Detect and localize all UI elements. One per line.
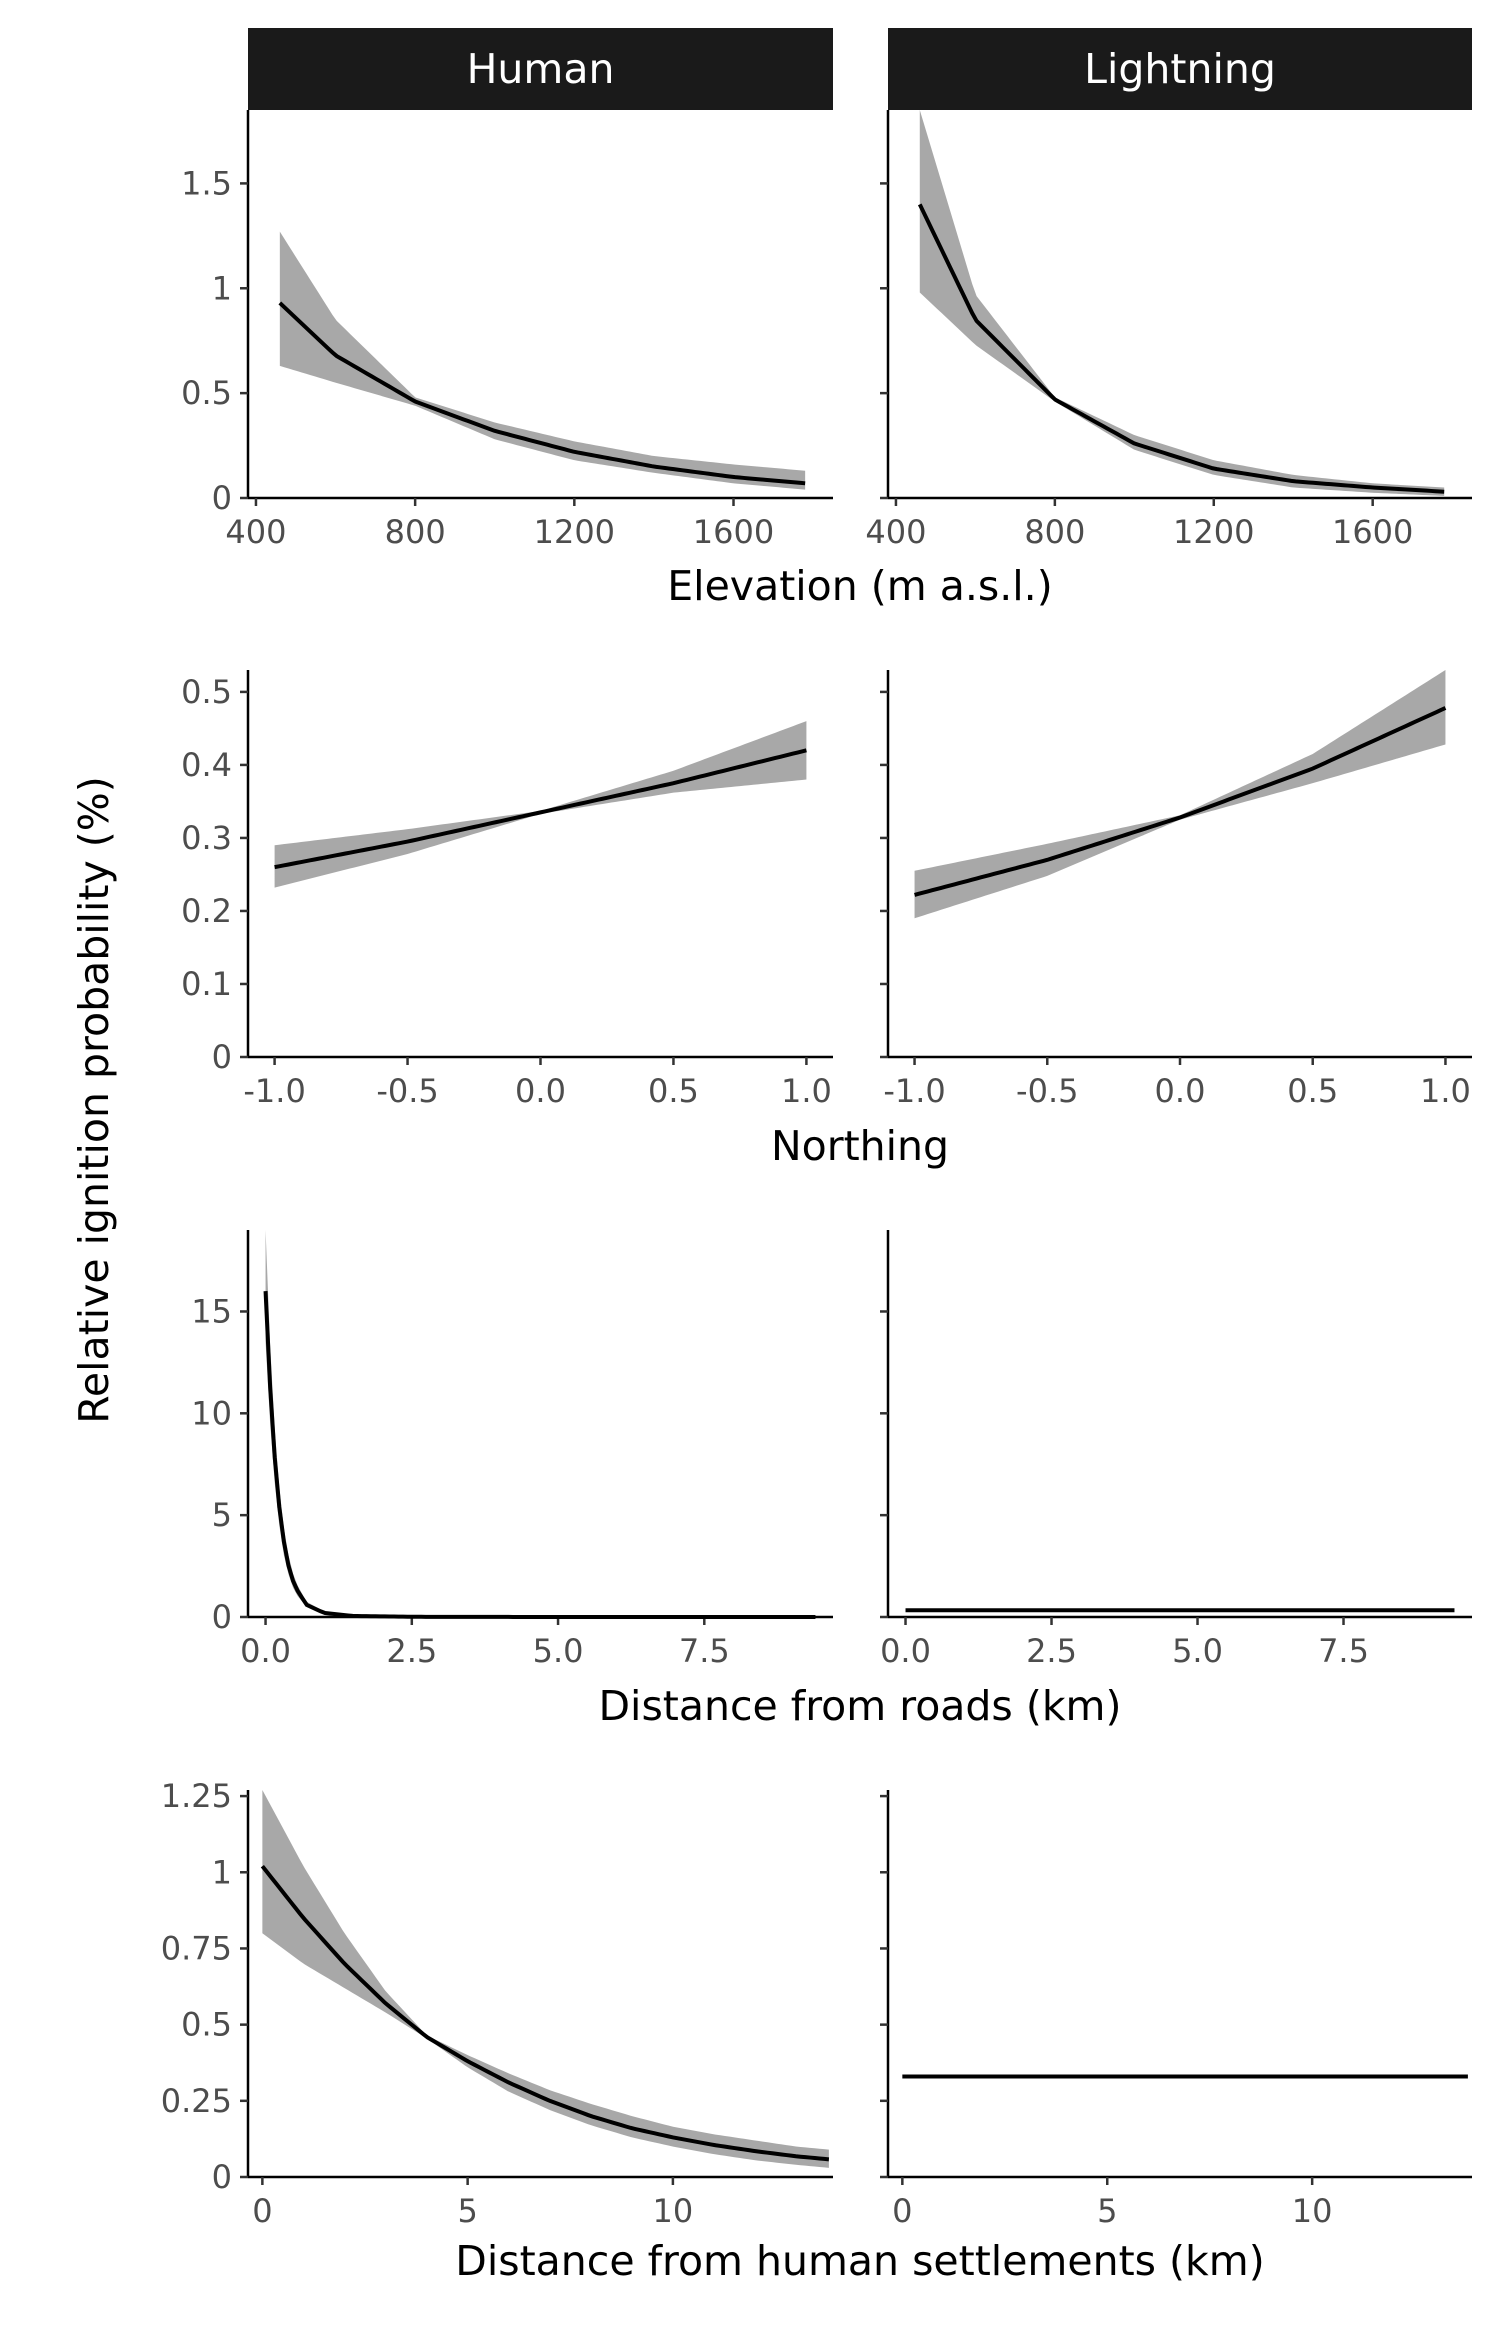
strip-human-bg [248, 28, 833, 110]
x-tick-label: 800 [1024, 513, 1085, 551]
x-tick-label: 5 [457, 2192, 477, 2230]
x-axis-title: Distance from roads (km) [598, 1682, 1121, 1730]
x-tick-label: 800 [385, 513, 446, 551]
x-tick-label: 5.0 [1172, 1632, 1223, 1670]
panel-1-human: 0 0.5 1 1.5 400 800 1200 1600 [181, 110, 833, 551]
x-tick-label: 1.0 [781, 1072, 832, 1110]
x-tick-label: -1.0 [883, 1072, 945, 1110]
confidence-band [262, 1790, 829, 2168]
y-tick-label: 5 [212, 1496, 232, 1534]
x-tick-label: 400 [225, 513, 286, 551]
y-tick-label: 1.25 [161, 1777, 232, 1815]
fitted-line [914, 706, 1447, 897]
y-tick-label: 0.4 [181, 746, 232, 784]
y-tick-label: 0.1 [181, 965, 232, 1003]
x-axis-title: Northing [771, 1122, 949, 1170]
y-axis-title: Relative ignition probability (%) [70, 776, 118, 1423]
confidence-band [914, 670, 1446, 919]
x-tick-label: 0 [252, 2192, 272, 2230]
fitted-line [263, 1291, 816, 1619]
panel-3-human: 0 5 10 15 0.0 2.5 5.0 7.5 [191, 1230, 833, 1670]
panel-row-1: 0 0.5 1 1.5 400 800 1200 1600 400 800 1200 1600 Elev… [181, 110, 1472, 610]
y-tick-label: 0.25 [161, 2082, 232, 2120]
x-tick-label: 7.5 [679, 1632, 730, 1670]
x-tick-label: -1.0 [243, 1072, 305, 1110]
x-tick-label: 10 [1292, 2192, 1333, 2230]
x-tick-label: 5 [1097, 2192, 1117, 2230]
x-tick-label: -0.5 [376, 1072, 438, 1110]
x-tick-label: 2.5 [386, 1632, 437, 1670]
y-tick-label: 0.5 [181, 673, 232, 711]
x-tick-label: 2.5 [1026, 1632, 1077, 1670]
x-tick-label: 0.5 [1287, 1072, 1338, 1110]
x-axis-title: Distance from human settlements (km) [455, 2237, 1264, 2285]
facet-strips: Human Lightning [248, 28, 1472, 110]
panel-row-2: 0 0.1 0.2 0.3 0.4 0.5 -1.0 -0.5 0.0 0.5 1.0 -1.0 -0.… [181, 670, 1472, 1170]
x-tick-label: 5.0 [533, 1632, 584, 1670]
strip-lightning-label: Lightning [1084, 45, 1276, 93]
x-tick-label: 0 [892, 2192, 912, 2230]
strip-human-label: Human [467, 45, 615, 93]
y-tick-label: 0 [212, 1038, 232, 1076]
y-tick-label: 1 [212, 1853, 232, 1891]
y-tick-label: 0 [212, 1598, 232, 1636]
x-tick-label: 1600 [693, 513, 774, 551]
x-tick-label: 0.0 [1155, 1072, 1206, 1110]
y-tick-label: 0.75 [161, 1929, 232, 1967]
y-tick-label: 0.5 [181, 374, 232, 412]
x-axis-title: Elevation (m a.s.l.) [667, 562, 1052, 610]
x-tick-label: 1600 [1332, 513, 1413, 551]
y-tick-label: 1.5 [181, 164, 232, 202]
x-tick-label: 7.5 [1318, 1632, 1369, 1670]
x-tick-label: 1200 [1173, 513, 1254, 551]
y-tick-label: 0.3 [181, 819, 232, 857]
confidence-band [265, 1230, 816, 1617]
x-tick-label: 0.0 [515, 1072, 566, 1110]
panel-4-human: 0 0.25 0.5 0.75 1 1.25 0 5 10 [161, 1777, 833, 2230]
y-tick-label: 15 [191, 1292, 232, 1330]
x-tick-label: 0.5 [648, 1072, 699, 1110]
y-tick-label: 10 [191, 1394, 232, 1432]
panel-1-lightning: 400 800 1200 1600 [865, 110, 1472, 551]
y-tick-label: 0.5 [181, 2006, 232, 2044]
x-tick-label: 400 [865, 513, 926, 551]
x-tick-label: 1200 [534, 513, 615, 551]
panels: 0 0.5 1 1.5 400 800 1200 1600 400 800 1200 1600 Elev… [161, 110, 1472, 2285]
confidence-band [274, 721, 807, 888]
strip-lightning: Lightning [888, 28, 1472, 110]
fitted-line [917, 203, 1445, 494]
fitted-line [274, 748, 807, 870]
panel-row-4: 0 0.25 0.5 0.75 1 1.25 0 5 10 0 5 10 Distance from h… [161, 1777, 1472, 2285]
fitted-line [260, 1864, 830, 2162]
x-tick-label: 1.0 [1420, 1072, 1471, 1110]
x-tick-label: -0.5 [1016, 1072, 1078, 1110]
x-tick-label: 0.0 [240, 1632, 291, 1670]
confidence-band [919, 110, 1445, 496]
y-tick-label: 1 [212, 269, 232, 307]
x-tick-label: 0.0 [880, 1632, 931, 1670]
strip-lightning-bg [888, 28, 1472, 110]
panel-2-human: 0 0.1 0.2 0.3 0.4 0.5 -1.0 -0.5 0.0 0.5 1.0 [181, 670, 833, 1110]
y-tick-label: 0.2 [181, 892, 232, 930]
fitted-line [278, 301, 806, 486]
confidence-band [279, 231, 806, 490]
strip-human: Human [248, 28, 833, 110]
y-tick-label: 0 [212, 2158, 232, 2196]
panel-4-lightning: 0 5 10 [880, 1790, 1472, 2230]
y-tick-label: 0 [212, 479, 232, 517]
x-tick-label: 10 [653, 2192, 694, 2230]
panel-row-3: 0 5 10 15 0.0 2.5 5.0 7.5 0.0 2.5 5.0 7.5 Distance f… [191, 1230, 1472, 1730]
panel-3-lightning: 0.0 2.5 5.0 7.5 [880, 1230, 1472, 1670]
panel-2-lightning: -1.0 -0.5 0.0 0.5 1.0 [880, 670, 1472, 1110]
